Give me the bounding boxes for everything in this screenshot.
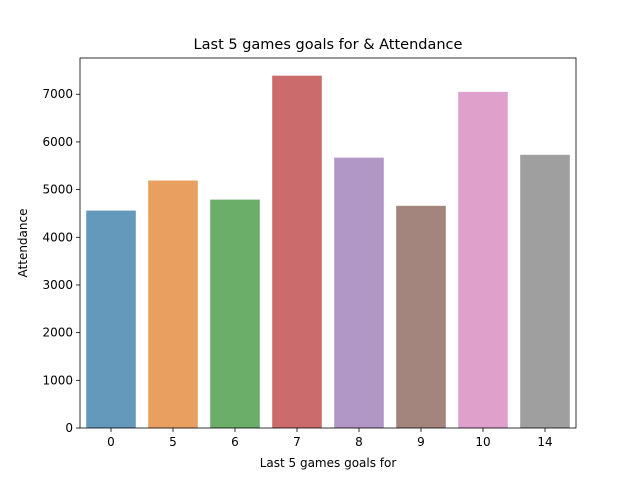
- y-tick-label: 0: [65, 421, 73, 435]
- plot-frame: [79, 57, 577, 429]
- bar-6: [210, 199, 260, 428]
- y-tick-label: 2000: [42, 326, 73, 340]
- y-tick-label: 6000: [42, 135, 73, 149]
- x-tick-label: 14: [537, 435, 552, 449]
- bar-0: [86, 210, 136, 428]
- x-tick-label: 0: [107, 435, 115, 449]
- x-tick-label: 7: [293, 435, 301, 449]
- x-tick-label: 9: [417, 435, 425, 449]
- y-tick-label: 1000: [42, 373, 73, 387]
- x-axis: 0 5 6 7 8 9 10 14: [107, 428, 553, 449]
- bar-5: [148, 180, 198, 428]
- x-tick-label: 10: [475, 435, 490, 449]
- y-tick-label: 7000: [42, 87, 73, 101]
- chart-title: Last 5 games goals for & Attendance: [194, 37, 463, 53]
- x-axis-label: Last 5 games goals for: [260, 456, 397, 470]
- bar-14: [520, 154, 570, 428]
- y-axis: 0 1000 2000 3000 4000 5000 6000 7000: [42, 87, 80, 435]
- bar-8: [334, 157, 384, 428]
- bar-9: [396, 205, 446, 428]
- y-tick-label: 5000: [42, 183, 73, 197]
- x-tick-label: 5: [169, 435, 177, 449]
- x-tick-label: 6: [231, 435, 239, 449]
- bar-7: [272, 75, 322, 428]
- x-tick-label: 8: [355, 435, 363, 449]
- y-axis-label: Attendance: [16, 209, 30, 278]
- bar-10: [458, 91, 508, 429]
- y-tick-label: 4000: [42, 230, 73, 244]
- y-tick-label: 3000: [42, 278, 73, 292]
- bars-group: [86, 75, 570, 429]
